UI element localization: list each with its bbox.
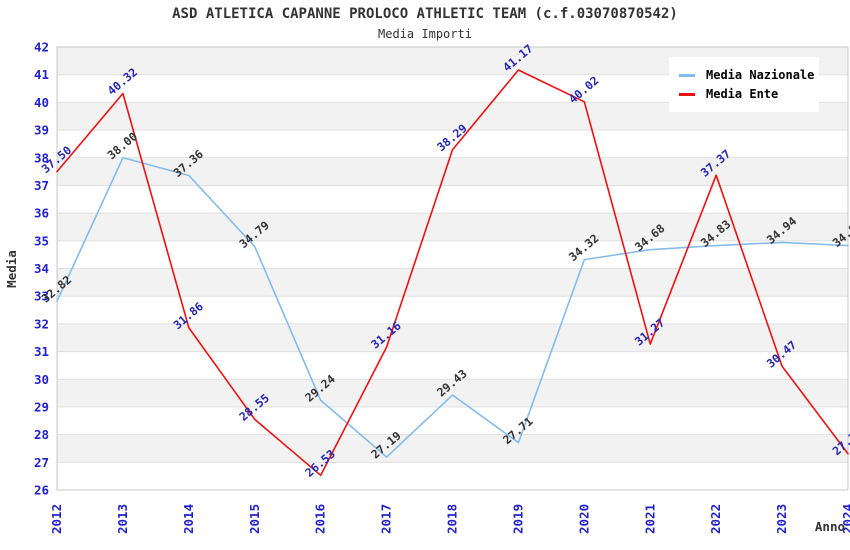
- legend-label: Media Nazionale: [706, 68, 815, 82]
- y-tick-label: 30: [34, 372, 49, 387]
- plot-band: [57, 406, 848, 435]
- plot-band: [57, 434, 848, 463]
- y-tick-label: 41: [34, 67, 49, 82]
- y-tick-label: 40: [34, 95, 49, 110]
- x-axis-title: Anno: [815, 519, 845, 534]
- series-line-media-ente: [56, 69, 849, 477]
- x-tick-label: 2014: [181, 504, 196, 534]
- y-tick-label: 31: [34, 344, 49, 359]
- plot-band: [57, 296, 848, 324]
- x-tick-label: 2020: [576, 504, 591, 534]
- plot-band: [57, 351, 848, 380]
- chart-subtitle: Media Importi: [378, 27, 472, 41]
- legend-label: Media Ente: [706, 87, 779, 101]
- x-tick-label: 2012: [49, 504, 64, 534]
- y-tick-label: 32: [34, 316, 49, 331]
- plot-bands: [57, 47, 848, 490]
- x-tick-label: 2022: [708, 504, 723, 534]
- series-line-media-nazionale: [56, 156, 849, 458]
- legend-item-media-ente: Media Ente: [679, 86, 811, 102]
- plot-band: [57, 130, 848, 158]
- x-tick-label: 2018: [445, 504, 460, 534]
- x-tick-label: 2015: [247, 504, 262, 534]
- y-tick-label: 26: [34, 483, 49, 498]
- y-tick-label: 39: [34, 123, 49, 138]
- legend: Media Nazionale Media Ente: [669, 57, 819, 112]
- y-tick-label: 38: [34, 150, 49, 165]
- y-tick-label: 35: [34, 233, 49, 248]
- x-tick-label: 2016: [313, 504, 328, 534]
- y-tick-label: 34: [34, 261, 49, 276]
- y-tick-label: 27: [34, 455, 49, 470]
- plot-band: [57, 185, 848, 214]
- plot-band: [57, 213, 848, 241]
- x-axis-tick-labels: 2012 2013 2014 2015 2016 2017 2018 2019 2020 2021…: [49, 504, 850, 534]
- plot-band: [57, 462, 848, 490]
- y-tick-label: 37: [34, 178, 49, 193]
- y-axis-title: Media: [4, 250, 19, 288]
- x-tick-label: 2017: [379, 504, 394, 534]
- y-tick-label: 42: [34, 40, 49, 55]
- y-tick-label: 33: [34, 289, 49, 304]
- plot-band: [57, 379, 848, 407]
- plot-border: [56, 46, 849, 491]
- x-tick-label: 2021: [642, 504, 657, 534]
- x-tick-label: 2023: [774, 504, 789, 534]
- y-tick-label: 28: [34, 427, 49, 442]
- y-axis-tick-labels: 26 27 28 29 30 31 32 33 34 35 36 37 38 39 40 41 42: [34, 40, 49, 498]
- plot-band: [57, 157, 848, 186]
- x-tick-label: 2019: [510, 504, 525, 534]
- plot-gridlines: [57, 74, 848, 463]
- x-tick-label: 2013: [115, 504, 130, 534]
- legend-item-media-nazionale: Media Nazionale: [679, 67, 815, 83]
- plot-band: [57, 268, 848, 297]
- x-tick-label: 2024: [840, 504, 850, 534]
- y-tick-label: 36: [34, 206, 49, 221]
- series-lines: [56, 69, 849, 477]
- legend-swatch-media-nazionale: [679, 73, 695, 77]
- y-tick-label: 29: [34, 399, 49, 414]
- legend-swatch-media-ente: [679, 92, 695, 96]
- chart-title: ASD ATLETICA CAPANNE PROLOCO ATHLETIC TE…: [172, 6, 678, 22]
